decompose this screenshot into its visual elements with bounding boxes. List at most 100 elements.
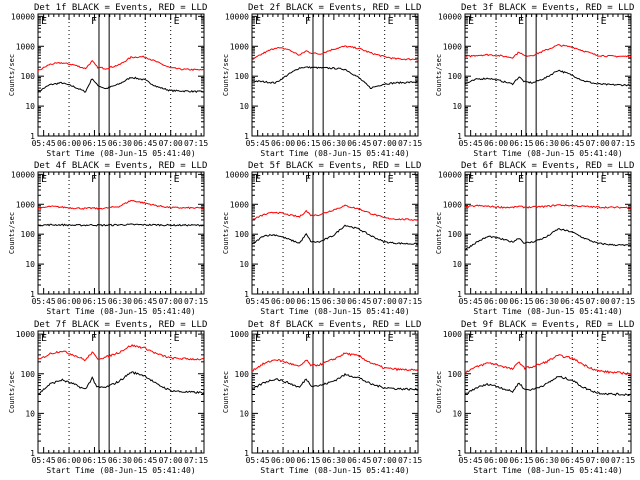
- plot-frame: [37, 330, 205, 454]
- y-tick-label: 10: [25, 260, 35, 269]
- y-tick-label: 100: [21, 230, 36, 239]
- x-tick-label: 06:45: [560, 456, 584, 465]
- x-tick-label: 06:00: [57, 139, 81, 148]
- x-tick-label: 06:45: [347, 456, 371, 465]
- x-axis-label: Start Time (08-Jun-15 05:41:40): [46, 466, 195, 475]
- plot-frame: [37, 171, 205, 295]
- series-events: [464, 375, 632, 397]
- series-lld: [251, 204, 418, 221]
- x-tick-label: 05:45: [459, 297, 483, 306]
- marker-label-e-left: E: [255, 16, 261, 27]
- marker-label-e-left: E: [255, 333, 261, 344]
- marker-label-e-left: E: [468, 16, 474, 27]
- marker-label-e-right: E: [388, 16, 394, 27]
- series-events: [37, 76, 205, 93]
- y-tick-label: 1000: [230, 42, 249, 51]
- marker-label-e-right: E: [601, 333, 607, 344]
- y-tick-label: 10000: [11, 12, 35, 21]
- marker-label-e-right: E: [174, 333, 180, 344]
- x-tick-label: 06:15: [296, 297, 320, 306]
- x-tick-label: 06:15: [82, 139, 106, 148]
- x-tick-label: 07:15: [611, 139, 635, 148]
- series-events: [251, 66, 419, 89]
- series-lld: [464, 354, 632, 375]
- panel-title: Det 6f BLACK = Events, RED = LLD: [461, 161, 634, 171]
- y-tick-label: 100: [235, 72, 250, 81]
- marker-label-e-right: E: [388, 174, 394, 185]
- vertical-marker-label: F: [305, 174, 311, 185]
- vertical-marker-label: E: [518, 174, 524, 185]
- series-lld: [465, 44, 632, 59]
- x-tick-label: 05:45: [32, 139, 56, 148]
- x-tick-label: 07:00: [373, 139, 397, 148]
- y-tick-label: 100: [235, 370, 250, 379]
- y-tick-label: 1: [457, 132, 462, 141]
- x-tick-label: 06:00: [271, 297, 295, 306]
- y-tick-label: 1: [30, 290, 35, 299]
- x-tick-label: 06:00: [271, 456, 295, 465]
- vertical-marker-label: F: [305, 333, 311, 344]
- panel-title: Det 3f BLACK = Events, RED = LLD: [461, 3, 634, 13]
- series-events: [464, 228, 632, 251]
- vertical-marker-label: F: [518, 333, 524, 344]
- series-lld: [464, 203, 632, 209]
- panel-det-1: Det 1f BLACK = Events, RED = LLD 1 10 100 10…: [8, 3, 208, 158]
- x-tick-label: 06:45: [133, 297, 157, 306]
- x-tick-label: 06:15: [509, 139, 533, 148]
- x-tick-label: 06:00: [484, 456, 508, 465]
- x-tick-label: 06:45: [133, 139, 157, 148]
- x-tick-label: 06:30: [535, 456, 559, 465]
- plot-frame: [37, 13, 205, 137]
- x-axis-label: Start Time (08-Jun-15 05:41:40): [46, 307, 195, 316]
- x-tick-label: 06:30: [322, 456, 346, 465]
- y-tick-label: 100: [448, 72, 463, 81]
- x-tick-label: 06:45: [560, 139, 584, 148]
- marker-label-e-right: E: [174, 174, 180, 185]
- marker-label-e-left: E: [468, 333, 474, 344]
- x-axis-label: Start Time (08-Jun-15 05:41:40): [260, 149, 409, 158]
- x-tick-label: 06:00: [271, 139, 295, 148]
- plot-frame: [251, 171, 419, 295]
- series-events: [37, 223, 205, 227]
- y-tick-label: 10000: [225, 12, 249, 21]
- series-events: [251, 372, 419, 391]
- x-axis-label: Start Time (08-Jun-15 05:41:40): [260, 466, 409, 475]
- x-tick-label: 06:15: [82, 297, 106, 306]
- y-tick-label: 1000: [443, 42, 462, 51]
- panel-det-2: Det 2f BLACK = Events, RED = LLD 1 10 100 10…: [222, 3, 422, 158]
- y-tick-label: 1: [244, 290, 249, 299]
- y-axis-label: Counts/sec: [435, 371, 443, 413]
- x-tick-label: 06:30: [322, 139, 346, 148]
- x-tick-label: 05:45: [32, 456, 56, 465]
- x-tick-label: 07:00: [586, 456, 610, 465]
- series-lld: [251, 45, 419, 61]
- y-tick-label: 1000: [230, 330, 249, 339]
- x-tick-label: 06:30: [108, 456, 132, 465]
- y-axis-label: Counts/sec: [435, 54, 443, 96]
- x-tick-label: 06:00: [57, 297, 81, 306]
- x-axis-label: Start Time (08-Jun-15 05:41:40): [473, 307, 622, 316]
- x-tick-label: 06:30: [322, 297, 346, 306]
- x-axis-label: Start Time (08-Jun-15 05:41:40): [473, 149, 622, 158]
- panel-det-5: Det 5f BLACK = Events, RED = LLD 1 10 100 10…: [222, 161, 422, 316]
- x-tick-label: 07:00: [586, 139, 610, 148]
- x-tick-label: 07:15: [184, 139, 208, 148]
- y-tick-label: 1000: [230, 200, 249, 209]
- marker-label-e-right: E: [388, 333, 394, 344]
- panel-title: Det 9f BLACK = Events, RED = LLD: [461, 320, 634, 330]
- x-axis-label: Start Time (08-Jun-15 05:41:40): [473, 466, 622, 475]
- y-axis-label: Counts/sec: [8, 371, 16, 413]
- y-tick-label: 100: [448, 370, 463, 379]
- x-tick-label: 06:45: [347, 139, 371, 148]
- x-tick-label: 06:15: [509, 456, 533, 465]
- plot-frame: [464, 171, 632, 295]
- series-events: [37, 371, 205, 396]
- series-lld: [37, 55, 205, 72]
- plot-frame: [464, 330, 632, 454]
- x-tick-label: 06:45: [133, 456, 157, 465]
- y-tick-label: 10000: [438, 170, 462, 179]
- y-tick-label: 100: [448, 230, 463, 239]
- y-tick-label: 1000: [443, 200, 462, 209]
- panel-det-8: Det 8f BLACK = Events, RED = LLD 1 10 100 10…: [222, 320, 422, 475]
